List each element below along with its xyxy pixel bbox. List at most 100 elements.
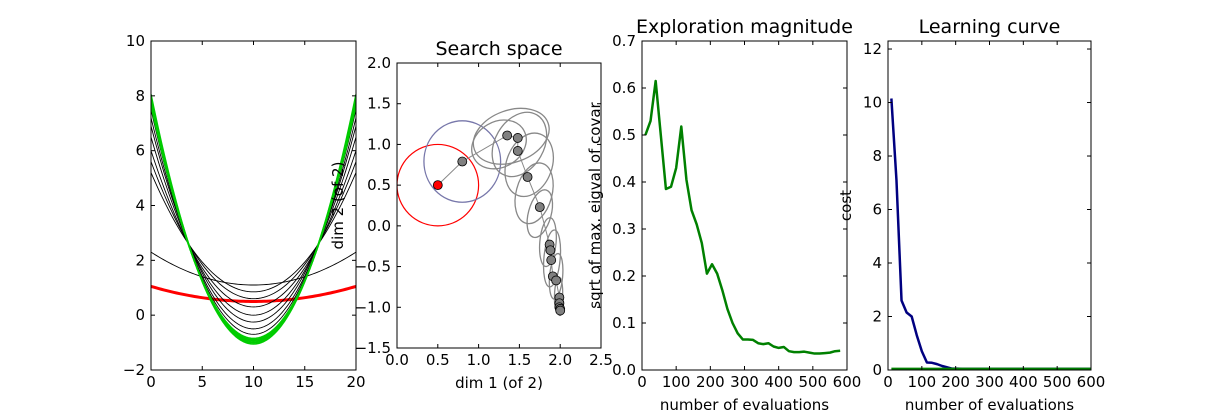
x-tick-label: 300 bbox=[730, 373, 759, 391]
series-line-13 bbox=[151, 94, 356, 345]
mean-point-1 bbox=[502, 130, 513, 141]
y-tick-label: 0.6 bbox=[612, 79, 636, 97]
y-tick-label: 0.5 bbox=[367, 176, 391, 194]
x-tick-label: 100 bbox=[662, 373, 691, 391]
mean-point-4 bbox=[522, 172, 533, 182]
y-tick-label: −2 bbox=[123, 361, 145, 379]
y-tick-label: 4 bbox=[872, 254, 882, 272]
x-tick-label: 10 bbox=[244, 373, 263, 391]
mean-point-8 bbox=[546, 255, 557, 265]
x-tick-label: 0.5 bbox=[426, 351, 450, 369]
panel-exploration-magnitude: 0 100 200 300 400 500 600 0.0 0.1 0.2 0.3 0.4 0.5 0.6… bbox=[586, 16, 861, 412]
chart-title: Search space bbox=[435, 38, 562, 60]
x-tick-label: 2.5 bbox=[589, 351, 613, 369]
series-line-2 bbox=[151, 172, 356, 293]
mean-point-2 bbox=[512, 133, 523, 143]
y-axis-label: dim 2 (of 2) bbox=[329, 162, 347, 250]
series-line-0 bbox=[644, 79, 841, 355]
covariance-ellipse-7 bbox=[526, 189, 554, 239]
x-tick-label: 1.0 bbox=[467, 351, 491, 369]
covariance-ellipse-1 bbox=[423, 120, 502, 203]
y-tick-label: 2 bbox=[872, 308, 882, 326]
y-tick-label: 10 bbox=[863, 94, 882, 112]
plot-area bbox=[644, 79, 841, 355]
x-tick-label: 0.0 bbox=[385, 351, 409, 369]
y-tick-label: −1.0 bbox=[355, 298, 391, 316]
x-tick-label: 500 bbox=[1043, 373, 1072, 391]
y-tick-label: 0.7 bbox=[612, 32, 636, 50]
mean-point-0 bbox=[457, 156, 468, 167]
x-tick-label: 200 bbox=[696, 373, 725, 391]
y-tick-label: 4 bbox=[135, 197, 145, 215]
panel-search-space: 0.0 0.5 1.0 1.5 2.0 2.5 −1.5 −1.0 −0.5 0.0 0.5 1.0 1… bbox=[329, 38, 613, 392]
covariance-ellipse-3 bbox=[472, 107, 550, 165]
y-tick-label: 0.2 bbox=[612, 267, 636, 285]
x-tick-label: 200 bbox=[941, 373, 970, 391]
chart-title: Learning curve bbox=[919, 16, 1061, 38]
y-tick-label: 2 bbox=[135, 251, 145, 269]
start-point bbox=[432, 180, 443, 191]
y-tick-label: −0.5 bbox=[355, 258, 391, 276]
y-tick-label: 2.0 bbox=[367, 54, 391, 72]
y-axis-label: cost bbox=[837, 190, 855, 221]
y-tick-label: 6 bbox=[135, 142, 145, 160]
plot-frame bbox=[150, 40, 357, 371]
y-tick-label: 0.0 bbox=[612, 361, 636, 379]
y-tick-label: 0 bbox=[135, 306, 145, 324]
x-tick-label: 5 bbox=[197, 373, 207, 391]
y-tick-label: 0.3 bbox=[612, 220, 636, 238]
covariance-ellipse-2 bbox=[471, 119, 527, 170]
y-tick-label: 0.5 bbox=[612, 126, 636, 144]
x-tick-label: 15 bbox=[295, 373, 314, 391]
series-line-1 bbox=[151, 251, 356, 286]
x-axis-label: number of evaluations bbox=[905, 396, 1074, 412]
chart-title: Exploration magnitude bbox=[636, 16, 853, 38]
mean-point-7 bbox=[545, 245, 556, 256]
y-tick-label: 1.5 bbox=[367, 95, 391, 113]
plot-area bbox=[890, 98, 1091, 370]
y-tick-label: 0 bbox=[872, 361, 882, 379]
y-axis-label: sqrt of max. eigval of covar bbox=[586, 101, 604, 308]
y-tick-label: 6 bbox=[872, 201, 882, 219]
x-tick-label: 1.5 bbox=[507, 351, 531, 369]
series-line-4 bbox=[151, 150, 356, 308]
x-tick-label: 0 bbox=[146, 373, 156, 391]
mean-point-15 bbox=[555, 305, 566, 316]
x-axis-label: dim 1 (of 2) bbox=[455, 374, 543, 392]
y-tick-label: 12 bbox=[863, 40, 882, 58]
plot-frame bbox=[641, 40, 848, 371]
series-line-0 bbox=[890, 98, 1091, 370]
mean-point-10 bbox=[551, 275, 562, 286]
x-tick-label: 600 bbox=[833, 373, 862, 391]
panel-learning-curve: 0 100 200 300 400 500 600 0 2 4 6 8 10 12 Learning cur… bbox=[837, 16, 1105, 412]
y-tick-label: 8 bbox=[872, 147, 882, 165]
y-tick-label: 0.1 bbox=[612, 314, 636, 332]
covariance-ellipse-0 bbox=[397, 143, 480, 227]
plot-area bbox=[151, 94, 356, 345]
mean-path bbox=[437, 134, 561, 311]
x-tick-label: 100 bbox=[908, 373, 937, 391]
x-tick-label: 20 bbox=[346, 373, 365, 391]
mean-point-3 bbox=[512, 146, 523, 156]
y-tick-label: −1.5 bbox=[355, 339, 391, 357]
x-tick-label: 400 bbox=[1009, 373, 1038, 391]
x-tick-label: 300 bbox=[975, 373, 1004, 391]
x-tick-label: 2.0 bbox=[548, 351, 572, 369]
x-tick-label: 0 bbox=[637, 373, 647, 391]
mean-point-5 bbox=[534, 202, 545, 213]
plot-area bbox=[397, 107, 566, 317]
x-axis-label: number of evaluations bbox=[660, 396, 829, 412]
x-tick-label: 600 bbox=[1077, 373, 1106, 391]
x-tick-label: 500 bbox=[799, 373, 828, 391]
y-tick-label: 8 bbox=[135, 87, 145, 105]
series-line-0 bbox=[151, 284, 356, 303]
y-tick-label: 10 bbox=[126, 32, 145, 50]
plot-frame bbox=[887, 40, 1092, 371]
x-tick-label: 400 bbox=[764, 373, 793, 391]
x-tick-label: 0 bbox=[883, 373, 893, 391]
covariance-ellipse-8 bbox=[538, 217, 557, 268]
covariance-ellipse-4 bbox=[491, 111, 548, 178]
y-tick-label: 1.0 bbox=[367, 135, 391, 153]
